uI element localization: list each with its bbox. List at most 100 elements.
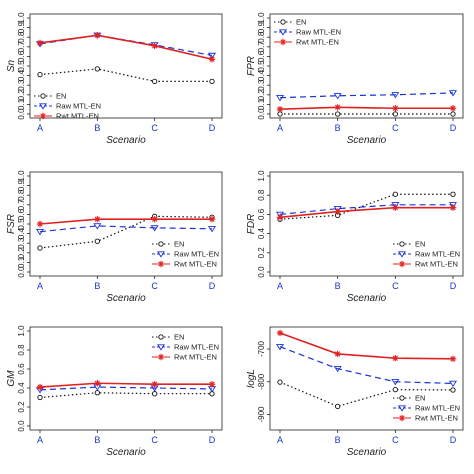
legend-marker: [40, 93, 46, 99]
y-axis-label: GM: [6, 370, 17, 387]
y-tick-label: 0.0: [17, 420, 26, 432]
x-tick-label: A: [277, 281, 283, 291]
legend-marker: [158, 241, 164, 247]
legend-marker: [157, 353, 165, 361]
y-axis-label: Sn: [6, 59, 17, 72]
data-point: [36, 383, 44, 391]
legend-label: EN: [296, 18, 306, 27]
data-point: [334, 104, 341, 111]
x-axis-label: Scenario: [106, 447, 146, 458]
legend-label: Rwt MTL-EN: [56, 112, 99, 121]
data-point: [275, 344, 285, 351]
x-tick-label: B: [94, 123, 100, 133]
data-point: [208, 216, 216, 223]
y-tick-label: 0.2: [17, 247, 26, 259]
data-point: [151, 216, 158, 223]
legend-marker: [158, 334, 164, 340]
x-tick-label: C: [392, 123, 399, 133]
legend-label: EN: [415, 394, 425, 403]
legend-label: Raw MTL-EN: [174, 343, 219, 352]
data-point: [335, 403, 341, 409]
data-point: [333, 205, 342, 213]
data-point: [93, 223, 102, 230]
legend-label: Raw MTL-EN: [56, 102, 101, 111]
x-tick-label: A: [277, 123, 283, 133]
data-point: [208, 381, 216, 388]
x-tick-label: A: [37, 281, 43, 291]
data-point: [392, 105, 399, 112]
data-point: [391, 92, 400, 99]
y-tick-label: 0.4: [17, 69, 26, 81]
data-point: [448, 202, 458, 209]
data-point: [94, 390, 100, 396]
data-point: [94, 66, 100, 72]
y-tick-label: 1.0: [257, 12, 266, 24]
y-tick-label: -700: [257, 340, 266, 357]
data-point: [449, 204, 457, 211]
data-point: [208, 56, 216, 63]
y-tick-label: 0.0: [17, 266, 26, 278]
data-point: [94, 380, 101, 387]
data-point: [333, 93, 342, 100]
series-line: [39, 382, 212, 388]
plot-frame: [269, 171, 464, 277]
chart-panel: 0.00.10.20.30.40.50.60.70.80.91.0 A B C D Sce…: [6, 12, 223, 146]
x-tick-label: A: [37, 435, 43, 445]
legend-label: Rwt MTL-EN: [174, 353, 217, 362]
x-tick-label: C: [151, 281, 158, 291]
y-tick-label: 0.5: [17, 218, 26, 230]
legend-label: Raw MTL-EN: [174, 250, 219, 259]
y-tick-label: 0.7: [17, 199, 26, 211]
plot-frame: [269, 326, 464, 431]
y-tick-label: -800: [257, 373, 266, 390]
data-point: [277, 111, 283, 117]
x-tick-label: C: [151, 435, 158, 445]
legend-label: Rwt MTL-EN: [415, 414, 458, 423]
legend-label: Raw MTL-EN: [415, 404, 460, 413]
series-line: [39, 386, 213, 391]
data-point: [449, 355, 457, 363]
y-tick-label: 0.1: [257, 98, 266, 110]
data-point: [152, 78, 158, 85]
data-point: [334, 350, 341, 358]
y-axis-label: FPR: [246, 56, 257, 76]
data-point: [392, 204, 399, 211]
x-tick-label: C: [392, 281, 399, 291]
legend-label: Raw MTL-EN: [296, 28, 341, 37]
y-tick-label: 0.1: [17, 256, 26, 268]
legend-marker: [397, 405, 407, 412]
data-point: [37, 394, 43, 401]
legend-marker: [279, 38, 287, 46]
x-axis-label: Scenario: [106, 293, 146, 304]
y-tick-label: 0.2: [257, 247, 266, 259]
plot-frame: [29, 326, 223, 431]
series-line: [279, 204, 453, 215]
legend-marker: [156, 251, 166, 258]
legend-marker: [280, 19, 286, 25]
data-point: [276, 106, 284, 113]
x-axis-label: Scenario: [347, 135, 387, 146]
data-point: [36, 220, 44, 228]
y-tick-label: 0.3: [17, 79, 26, 91]
y-tick-label: 1.0: [17, 12, 26, 24]
data-point: [392, 354, 399, 362]
x-tick-label: B: [335, 281, 341, 291]
y-axis-label: logL: [246, 369, 257, 388]
y-tick-label: 0.1: [17, 98, 26, 110]
data-point: [151, 381, 158, 388]
y-tick-label: 1.0: [17, 170, 26, 182]
y-tick-label: 0.8: [257, 31, 266, 43]
legend-label: EN: [174, 240, 184, 249]
legend-marker: [157, 260, 165, 268]
data-point: [36, 39, 44, 47]
data-point: [391, 379, 400, 386]
y-tick-label: 0.8: [17, 31, 26, 43]
legend-label: Rwt MTL-EN: [174, 260, 217, 269]
x-tick-label: A: [37, 123, 43, 133]
data-point: [450, 191, 456, 197]
data-point: [94, 238, 100, 244]
data-point: [275, 211, 285, 219]
